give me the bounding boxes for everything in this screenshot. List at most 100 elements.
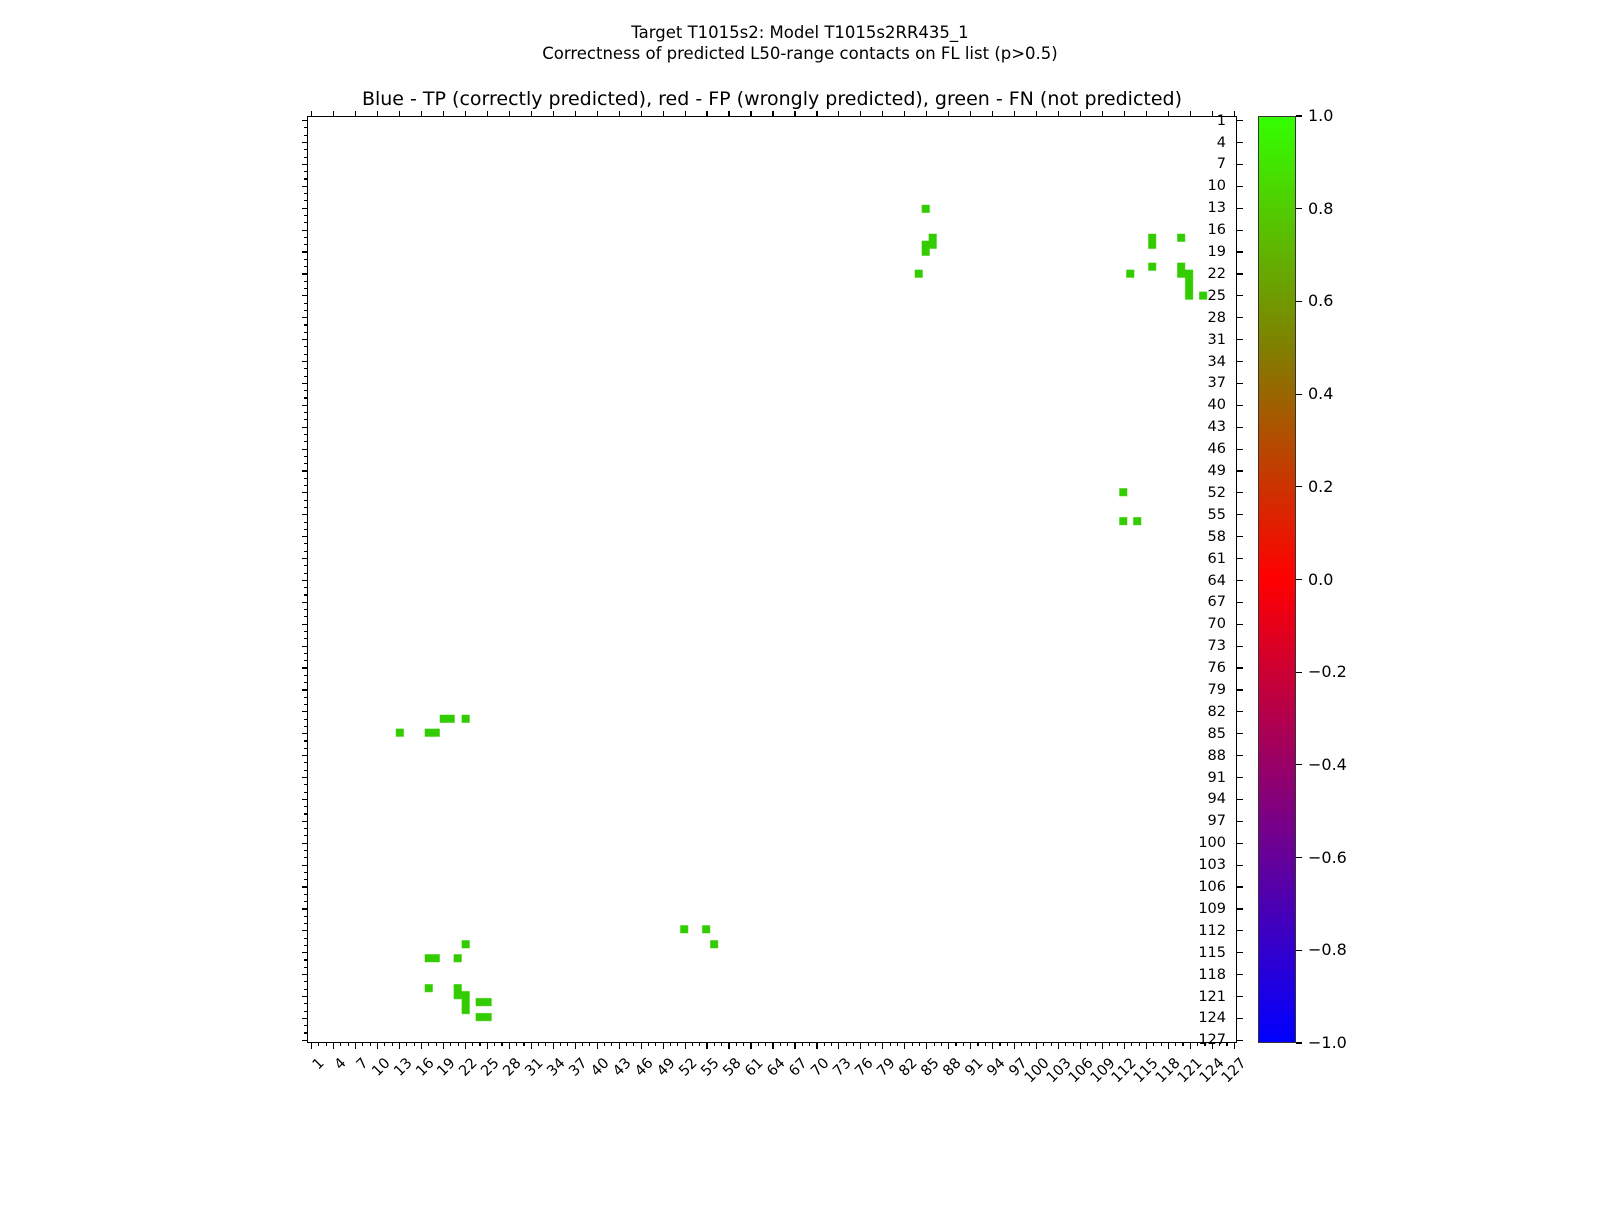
x-tick-minor — [479, 1042, 481, 1046]
x-tick-top — [1079, 110, 1082, 117]
x-tick-major — [772, 1042, 774, 1049]
x-tick-minor — [1109, 1042, 1111, 1046]
y-tick-minor — [304, 806, 308, 808]
y-tick-label: 1 — [1216, 112, 1226, 129]
y-tick-minor — [304, 784, 308, 786]
x-tick-minor — [940, 1042, 942, 1046]
x-tick-major — [750, 1042, 752, 1049]
x-tick-major — [1079, 1042, 1082, 1049]
y-tick-major — [301, 798, 308, 801]
y-tick-major — [301, 908, 308, 910]
colorbar-tick — [1296, 949, 1302, 951]
y-tick-right — [1236, 623, 1243, 625]
y-tick-right — [1236, 317, 1243, 319]
y-tick-minor — [304, 791, 308, 793]
x-tick-minor — [406, 1042, 408, 1046]
y-tick-minor — [304, 543, 308, 545]
x-tick-major — [948, 1042, 950, 1049]
colorbar-tick — [1296, 671, 1302, 673]
y-tick-minor — [304, 725, 308, 727]
y-tick-label: 31 — [1207, 331, 1226, 348]
x-tick-top — [992, 110, 994, 117]
x-tick-top — [860, 110, 862, 117]
colorbar-tick-label: −0.6 — [1308, 847, 1347, 867]
y-tick-minor — [304, 521, 308, 523]
y-tick-right — [1236, 185, 1243, 187]
y-tick-minor — [304, 587, 308, 589]
x-tick-top — [376, 110, 379, 117]
x-tick-major — [992, 1042, 994, 1049]
x-tick-minor — [1028, 1042, 1030, 1046]
x-tick-major — [618, 1042, 620, 1049]
y-tick-minor — [304, 660, 308, 662]
y-tick-minor — [304, 915, 308, 917]
page-title: Target T1015s2: Model T1015s2RR435_1 Cor… — [0, 22, 1600, 64]
x-tick-top — [1211, 110, 1213, 117]
colorbar: −1.0 −0.8 −0.6 −0.4 −0.2 0.0 0.2 0.4 0.6 0.8 1.0 — [1258, 108, 1347, 1051]
x-tick-top — [1189, 110, 1191, 117]
y-tick-major — [301, 974, 308, 976]
y-tick-minor — [304, 849, 308, 852]
colorbar-tick — [1296, 578, 1302, 581]
y-tick-right — [1236, 558, 1243, 560]
colorbar-tick-label: 0.6 — [1308, 291, 1334, 311]
y-tick-major — [301, 579, 308, 582]
y-tick-minor — [304, 412, 308, 414]
x-tick-minor — [867, 1042, 869, 1046]
x-tick-minor — [889, 1042, 891, 1046]
x-tick-minor — [1131, 1042, 1133, 1046]
y-tick-minor — [304, 331, 308, 333]
y-tick-minor — [304, 397, 308, 399]
y-tick-right — [1236, 974, 1243, 976]
x-tick-major — [464, 1042, 467, 1049]
y-tick-minor — [304, 550, 308, 552]
y-tick-right — [1236, 404, 1243, 406]
x-tick-minor — [787, 1042, 789, 1046]
x-tick-major — [794, 1042, 796, 1049]
x-tick-minor — [516, 1042, 518, 1046]
x-tick-top — [970, 110, 972, 117]
y-tick-major — [301, 645, 308, 647]
y-tick-minor — [304, 280, 308, 282]
y-tick-minor — [304, 127, 308, 129]
y-tick-major — [301, 864, 308, 866]
y-tick-label: 97 — [1207, 813, 1226, 830]
x-tick-top — [1145, 110, 1148, 117]
y-tick-label: 40 — [1207, 397, 1226, 414]
y-tick-right — [1236, 514, 1243, 516]
y-tick-right — [1236, 864, 1243, 866]
y-tick-label: 37 — [1207, 375, 1226, 392]
x-tick-major — [354, 1042, 357, 1049]
colorbar-tick-label: −0.2 — [1308, 662, 1347, 682]
y-tick-label: 64 — [1207, 572, 1226, 589]
y-tick-minor — [304, 244, 308, 246]
x-tick-top — [772, 110, 774, 117]
x-tick-top — [464, 110, 467, 117]
y-tick-label: 94 — [1207, 791, 1226, 808]
y-tick-label: 82 — [1207, 703, 1226, 720]
x-tick-major — [838, 1042, 840, 1049]
y-tick-right — [1236, 1039, 1243, 1041]
x-tick-minor — [318, 1042, 320, 1046]
y-tick-minor — [304, 922, 308, 925]
x-tick-minor — [625, 1042, 628, 1046]
x-tick-minor — [1006, 1042, 1008, 1046]
x-tick-minor — [845, 1042, 847, 1046]
y-tick-major — [301, 755, 308, 757]
x-tick-major — [728, 1042, 730, 1049]
x-tick-major — [442, 1042, 445, 1049]
x-tick-top — [398, 110, 401, 117]
y-tick-right — [1236, 755, 1243, 757]
x-tick-major — [398, 1042, 401, 1049]
x-tick-minor — [325, 1042, 327, 1046]
y-tick-minor — [304, 499, 308, 501]
y-tick-right — [1236, 426, 1243, 428]
y-tick-right — [1236, 930, 1243, 932]
y-tick-major — [301, 120, 308, 122]
y-tick-major — [301, 886, 308, 888]
y-tick-minor — [304, 740, 308, 742]
y-tick-minor — [304, 368, 308, 370]
x-tick-minor — [918, 1042, 920, 1046]
x-tick-minor — [1182, 1042, 1184, 1046]
y-tick-label: 85 — [1207, 725, 1226, 742]
